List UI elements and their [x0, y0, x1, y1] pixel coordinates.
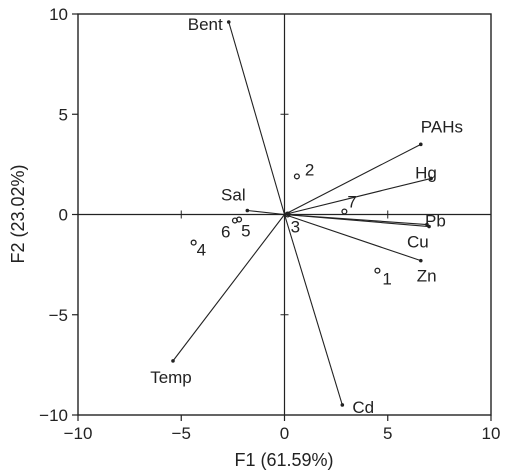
vector-tip-cu — [425, 222, 429, 227]
vector-label-hg: Hg — [415, 163, 437, 182]
point-4 — [190, 239, 197, 246]
x-tick-label: 5 — [383, 424, 392, 443]
vector-tip-hg — [429, 176, 433, 181]
y-tick-label: 5 — [59, 105, 68, 124]
vector-tip-pahs — [418, 142, 423, 147]
vector-label-temp: Temp — [150, 368, 192, 387]
vector-tip-sal — [245, 208, 250, 213]
point-label-1: 1 — [382, 270, 391, 289]
point-1 — [374, 267, 381, 274]
x-tick-label: −10 — [64, 424, 93, 443]
y-axis-label: F2 (23.02%) — [8, 164, 28, 263]
y-tick-label: −10 — [39, 406, 68, 425]
vector-label-sal: Sal — [221, 185, 246, 204]
point-label-2: 2 — [305, 160, 314, 179]
point-7 — [341, 208, 348, 215]
point-label-3: 3 — [291, 218, 300, 237]
vector-cu — [284, 213, 428, 226]
vector-tip-zn — [418, 258, 423, 263]
vector-sal — [247, 209, 285, 216]
vector-zn — [284, 213, 421, 262]
x-tick-label: −5 — [172, 424, 191, 443]
vector-hg — [284, 177, 432, 216]
vector-pahs — [284, 143, 422, 215]
point-2 — [293, 173, 300, 180]
x-tick-label: 10 — [482, 424, 501, 443]
x-tick-label: 0 — [280, 424, 289, 443]
point-label-7: 7 — [347, 192, 356, 211]
point-label-4: 4 — [197, 241, 206, 260]
vector-tip-bent — [226, 20, 231, 24]
point-label-5: 5 — [241, 222, 250, 241]
vector-label-bent: Bent — [188, 15, 223, 34]
vector-label-pb: Pb — [425, 212, 446, 231]
point-label-6: 6 — [221, 223, 230, 242]
vector-cd — [283, 214, 343, 406]
vector-temp — [172, 214, 285, 362]
vector-label-cu: Cu — [407, 233, 429, 252]
vector-label-pahs: PAHs — [421, 117, 463, 136]
y-tick-label: 0 — [59, 206, 68, 225]
vector-label-zn: Zn — [417, 267, 437, 286]
vector-tip-cd — [340, 403, 345, 407]
x-axis-label: F1 (61.59%) — [234, 450, 333, 470]
y-tick-label: 10 — [49, 5, 68, 24]
y-tick-label: −5 — [49, 306, 68, 325]
point-3 — [284, 211, 291, 218]
vector-bent — [228, 21, 286, 215]
point-6 — [231, 217, 238, 224]
vector-tip-temp — [171, 359, 175, 363]
vector-label-cd: Cd — [352, 398, 374, 417]
